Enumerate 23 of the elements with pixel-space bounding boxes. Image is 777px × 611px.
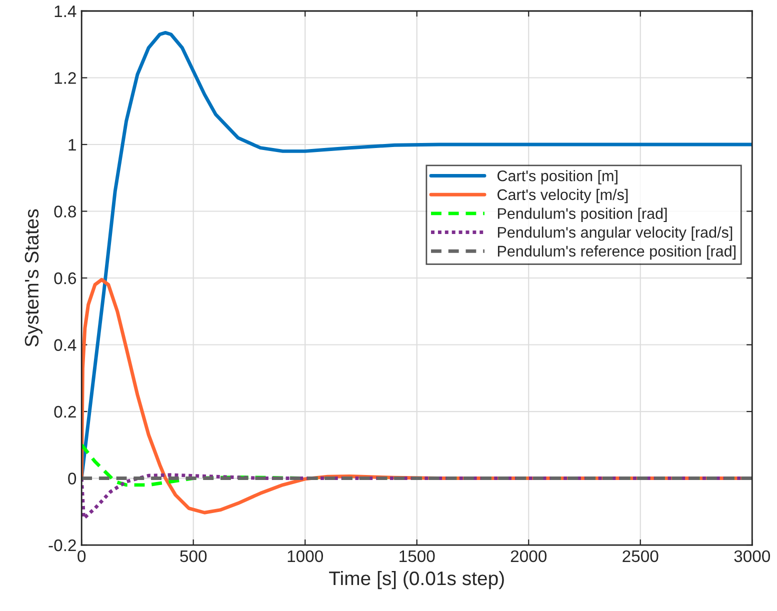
- legend-label: Pendulum's angular velocity [rad/s]: [498, 226, 732, 241]
- x-tick-label: 500: [180, 550, 207, 562]
- x-tick-label: 2500: [622, 550, 658, 562]
- y-tick-label: 1: [68, 139, 76, 151]
- y-tick-label: 0.4: [54, 339, 76, 351]
- x-tick-label: 0: [78, 550, 86, 562]
- y-tick-label: -0.2: [48, 539, 76, 552]
- x-tick-label: 1000: [288, 550, 323, 562]
- y-axis-title: System's States: [24, 209, 42, 347]
- x-tick-label: 3000: [734, 550, 770, 562]
- legend-label: Cart's position [m]: [497, 170, 618, 184]
- y-tick-label: 0.2: [54, 406, 76, 418]
- x-tick-label: 1500: [400, 550, 435, 562]
- legend-label: Pendulum's position [rad]: [498, 208, 667, 222]
- legend-label: Pendulum's reference position [rad]: [498, 245, 736, 260]
- y-tick-label: 0.6: [54, 272, 76, 284]
- y-tick-label: 0: [68, 472, 76, 484]
- y-tick-label: 0.8: [54, 206, 76, 218]
- y-tick-label: 1.2: [54, 72, 76, 84]
- x-tick-label: 2000: [510, 550, 547, 562]
- y-tick-label: 1.4: [54, 6, 76, 18]
- x-axis-title: Time [s] (0.01s step): [329, 570, 504, 590]
- legend-label: Cart's velocity [m/s]: [497, 188, 628, 204]
